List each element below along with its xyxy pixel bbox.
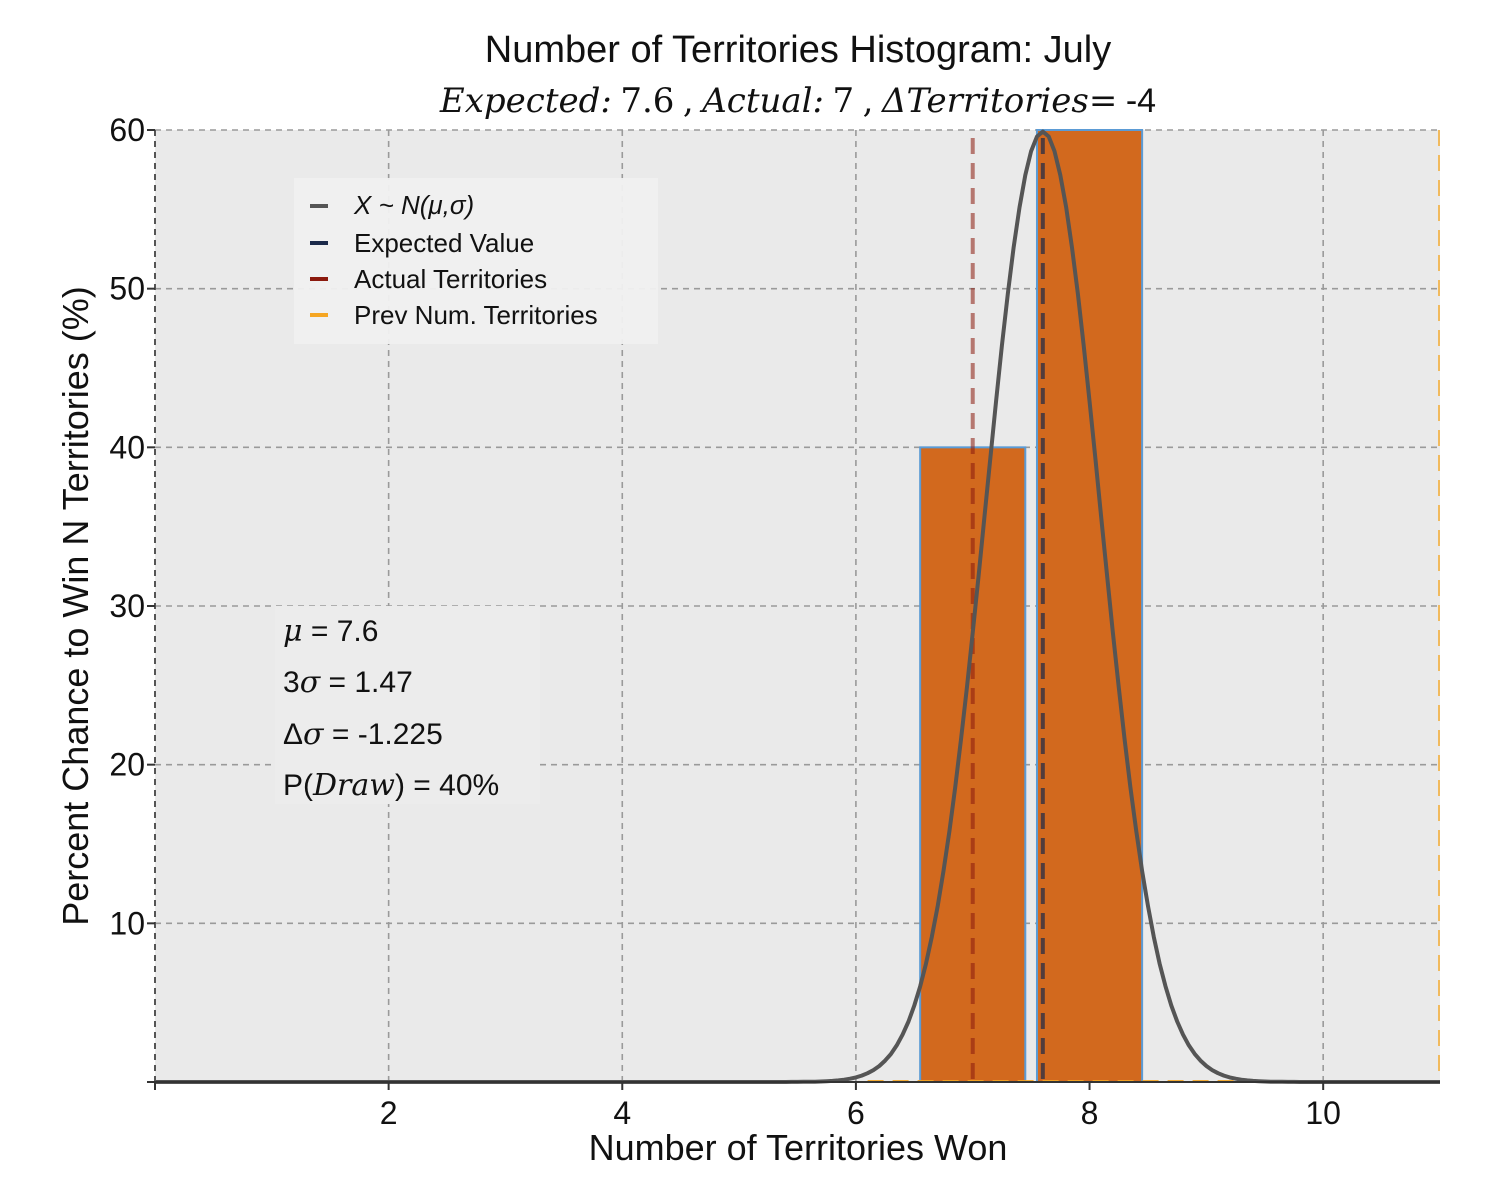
stat-delta-sigma: Δσ = -1.225: [283, 717, 443, 752]
chart-title: Number of Territories Histogram: July: [485, 29, 1111, 71]
stat-3sigma: 3σ = 1.47: [283, 665, 413, 700]
stat-mu: μ = 7.6: [283, 614, 378, 649]
subtitle-eq: =: [1089, 81, 1118, 121]
stats-box: μ = 7.6 3σ = 1.47 Δσ = -1.225 P(Draw) = …: [275, 606, 540, 804]
y-tick-label: 30: [109, 588, 145, 624]
subtitle-sep-1: ,: [683, 81, 694, 121]
subtitle-expected-value: 7.6: [620, 81, 674, 121]
x-tick-label: 10: [1305, 1095, 1341, 1131]
y-tick-label: 10: [109, 905, 145, 941]
y-axis-label: Percent Chance to Win N Territories (%): [55, 286, 96, 926]
x-axis-label: Number of Territories Won: [589, 1127, 1008, 1168]
y-tick-label: 40: [109, 429, 145, 465]
stats-box-bg: [275, 606, 540, 804]
legend-label-expected: Expected Value: [354, 228, 534, 258]
y-tick-label: 60: [109, 112, 145, 148]
y-tick-label: 50: [109, 271, 145, 307]
histogram-bar-8: [1035, 129, 1144, 1083]
x-tick-label: 2: [380, 1095, 398, 1131]
subtitle-actual-label: Actual:: [699, 81, 824, 121]
legend-label-actual: Actual Territories: [354, 264, 547, 294]
legend-label-prev: Prev Num. Territories: [354, 300, 598, 330]
y-tick-label: 20: [109, 747, 145, 783]
subtitle-delta-label: ΔTerritories: [880, 81, 1089, 121]
subtitle-expected-label: Expected:: [439, 81, 612, 121]
ticks-layer: 2 4 6 8 10 10 20 30 40 50 60: [109, 112, 1341, 1131]
subtitle-actual-value: 7: [832, 81, 854, 121]
stat-pdraw: P(Draw) = 40%: [283, 768, 499, 803]
x-tick-label: 8: [1081, 1095, 1099, 1131]
chart-subtitle: Expected: 7.6 , Actual: 7 , ΔTerritories…: [439, 81, 1156, 121]
subtitle-sep-2: ,: [863, 81, 874, 121]
legend-box: [294, 178, 658, 344]
legend-label-normal: X ~ N(μ,σ): [353, 190, 474, 220]
x-tick-label: 6: [847, 1095, 865, 1131]
legend: X ~ N(μ,σ) Expected Value Actual Territo…: [294, 178, 658, 344]
x-tick-label: 4: [613, 1095, 631, 1131]
subtitle-delta-value: -4: [1126, 82, 1156, 120]
